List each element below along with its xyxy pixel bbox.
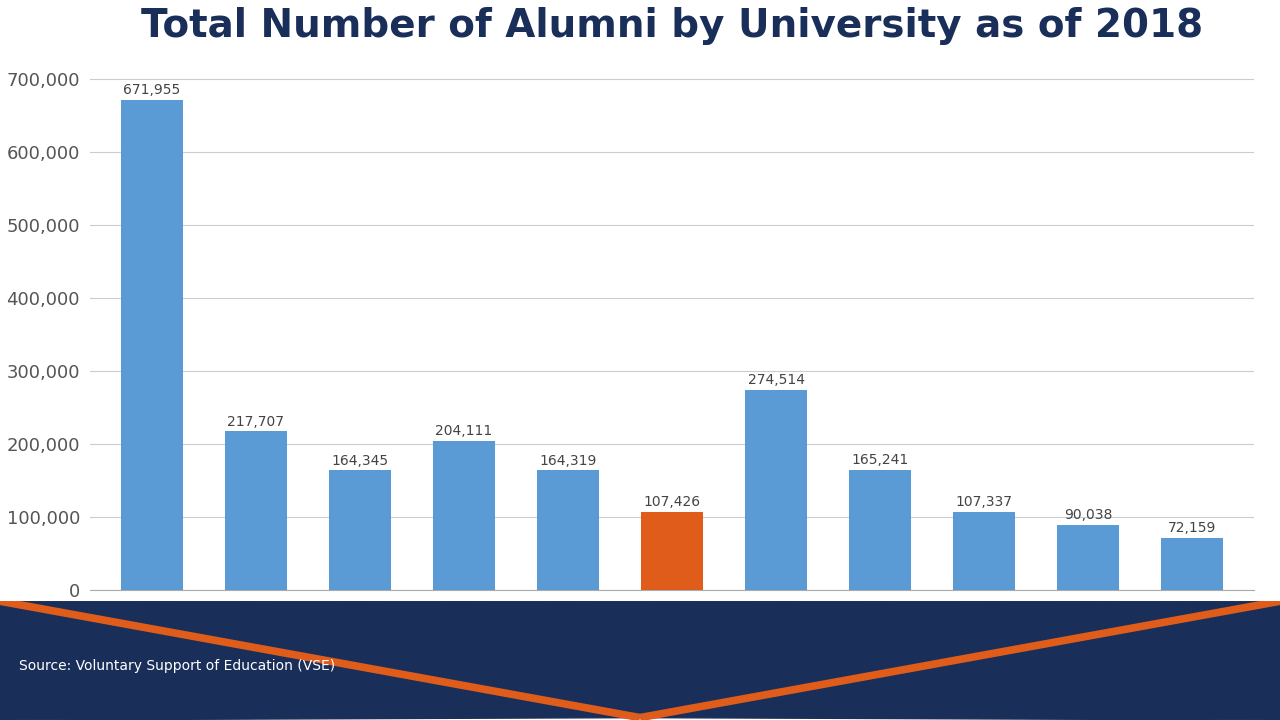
- Text: 217,707: 217,707: [228, 415, 284, 428]
- Title: Total Number of Alumni by University as of 2018: Total Number of Alumni by University as …: [141, 7, 1203, 45]
- Bar: [849, 469, 911, 590]
- Bar: [536, 470, 599, 590]
- Bar: [641, 512, 703, 590]
- Text: 204,111: 204,111: [435, 425, 493, 438]
- Polygon shape: [0, 601, 1280, 720]
- Text: 274,514: 274,514: [748, 373, 805, 387]
- Bar: [329, 470, 392, 590]
- Bar: [1161, 538, 1224, 590]
- Text: 90,038: 90,038: [1064, 508, 1112, 522]
- Text: 72,159: 72,159: [1167, 521, 1216, 535]
- Bar: [952, 512, 1015, 590]
- Bar: [433, 441, 495, 590]
- Text: 165,241: 165,241: [851, 453, 909, 467]
- Text: 107,337: 107,337: [955, 495, 1012, 509]
- Text: 107,426: 107,426: [644, 495, 700, 509]
- Bar: [225, 431, 287, 590]
- Bar: [1057, 525, 1119, 590]
- Bar: [745, 390, 808, 590]
- Text: 671,955: 671,955: [123, 83, 180, 97]
- Text: 164,345: 164,345: [332, 454, 389, 467]
- Bar: [120, 100, 183, 590]
- Text: Source: Voluntary Support of Education (VSE): Source: Voluntary Support of Education (…: [19, 659, 335, 673]
- Text: 164,319: 164,319: [539, 454, 596, 467]
